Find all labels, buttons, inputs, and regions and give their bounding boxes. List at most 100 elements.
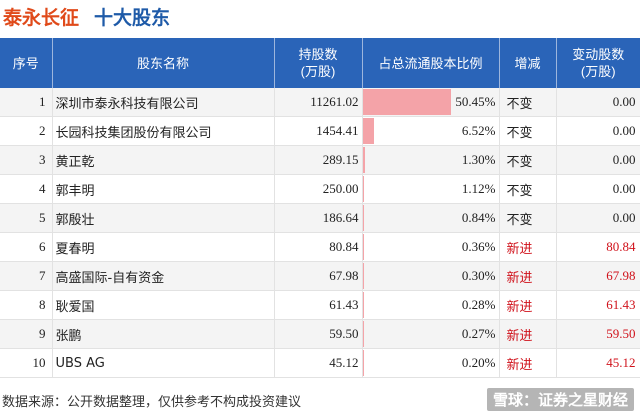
cell-shares: 250.00 xyxy=(274,175,362,204)
cell-delta: 80.84 xyxy=(556,233,640,262)
cell-shares: 186.64 xyxy=(274,204,362,233)
cell-shares: 61.43 xyxy=(274,291,362,320)
ratio-text: 0.28% xyxy=(462,297,496,312)
cell-delta: 67.98 xyxy=(556,262,640,291)
data-source-note: 数据来源：公开数据整理，仅供参考不构成投资建议 xyxy=(2,391,301,410)
cell-change: 不变 xyxy=(499,175,556,204)
cell-delta: 45.12 xyxy=(556,349,640,378)
cell-shares: 45.12 xyxy=(274,349,362,378)
cell-shares: 80.84 xyxy=(274,233,362,262)
cell-ratio: 0.27% xyxy=(362,320,499,349)
header-ratio: 占总流通股本比例 xyxy=(362,38,499,88)
cell-holder-name: 长园科技集团股份有限公司 xyxy=(52,117,274,146)
cell-shares: 67.98 xyxy=(274,262,362,291)
ratio-bar xyxy=(363,292,365,318)
cell-shares: 59.50 xyxy=(274,320,362,349)
cell-delta: 0.00 xyxy=(556,175,640,204)
table-header-row: 序号 股东名称 持股数 (万股) 占总流通股本比例 增减 变动股数 (万股) xyxy=(0,38,640,88)
cell-delta: 0.00 xyxy=(556,88,640,117)
cell-delta: 59.50 xyxy=(556,320,640,349)
header-delta-line1: 变动股数 xyxy=(557,46,640,63)
ratio-text: 0.30% xyxy=(462,268,496,283)
ratio-bar xyxy=(363,321,365,347)
ratio-bar xyxy=(363,234,365,260)
ratio-text: 0.27% xyxy=(462,326,496,341)
ratio-bar xyxy=(363,350,365,376)
cell-delta: 0.00 xyxy=(556,146,640,175)
cell-holder-name: 耿爱国 xyxy=(52,291,274,320)
ratio-text: 1.12% xyxy=(462,181,496,196)
cell-delta: 0.00 xyxy=(556,117,640,146)
ratio-bar xyxy=(363,205,365,231)
cell-change: 新进 xyxy=(499,349,556,378)
cell-rank: 10 xyxy=(0,349,52,378)
cell-change: 新进 xyxy=(499,320,556,349)
cell-ratio: 0.20% xyxy=(362,349,499,378)
cell-holder-name: 夏春明 xyxy=(52,233,274,262)
cell-delta: 0.00 xyxy=(556,204,640,233)
cell-ratio: 0.84% xyxy=(362,204,499,233)
cell-holder-name: UBS AG xyxy=(52,349,274,378)
cell-change: 不变 xyxy=(499,204,556,233)
cell-ratio: 0.30% xyxy=(362,262,499,291)
cell-shares: 289.15 xyxy=(274,146,362,175)
company-title: 泰永长征 xyxy=(3,3,79,30)
brand-watermark: 雪球：证券之星财经 xyxy=(487,388,634,411)
header-delta: 变动股数 (万股) xyxy=(556,38,640,88)
cell-holder-name: 郭丰明 xyxy=(52,175,274,204)
cell-rank: 6 xyxy=(0,233,52,262)
ratio-bar xyxy=(363,89,451,115)
cell-rank: 4 xyxy=(0,175,52,204)
cell-holder-name: 高盛国际-自有资金 xyxy=(52,262,274,291)
cell-ratio: 1.30% xyxy=(362,146,499,175)
cell-delta: 61.43 xyxy=(556,291,640,320)
cell-holder-name: 深圳市泰永科技有限公司 xyxy=(52,88,274,117)
ratio-bar xyxy=(363,147,365,173)
cell-rank: 8 xyxy=(0,291,52,320)
ratio-text: 6.52% xyxy=(462,123,496,138)
header-shares: 持股数 (万股) xyxy=(274,38,362,88)
cell-change: 新进 xyxy=(499,233,556,262)
title-bar: 泰永长征 十大股东 xyxy=(0,0,640,30)
page-subtitle: 十大股东 xyxy=(94,3,170,30)
cell-ratio: 50.45% xyxy=(362,88,499,117)
header-rank: 序号 xyxy=(0,38,52,88)
cell-rank: 7 xyxy=(0,262,52,291)
cell-change: 新进 xyxy=(499,291,556,320)
top-shareholders-table: 序号 股东名称 持股数 (万股) 占总流通股本比例 增减 变动股数 (万股) 1… xyxy=(0,38,640,378)
ratio-text: 1.30% xyxy=(462,152,496,167)
cell-change: 新进 xyxy=(499,262,556,291)
cell-ratio: 6.52% xyxy=(362,117,499,146)
cell-holder-name: 黄正乾 xyxy=(52,146,274,175)
cell-ratio: 0.36% xyxy=(362,233,499,262)
cell-holder-name: 郭殷壮 xyxy=(52,204,274,233)
cell-rank: 2 xyxy=(0,117,52,146)
cell-ratio: 1.12% xyxy=(362,175,499,204)
cell-holder-name: 张鹏 xyxy=(52,320,274,349)
ratio-text: 0.36% xyxy=(462,239,496,254)
header-delta-line2: (万股) xyxy=(557,63,640,80)
header-shares-line2: (万股) xyxy=(275,63,362,80)
cell-change: 不变 xyxy=(499,146,556,175)
cell-rank: 9 xyxy=(0,320,52,349)
cell-rank: 3 xyxy=(0,146,52,175)
ratio-text: 0.84% xyxy=(462,210,496,225)
cell-rank: 5 xyxy=(0,204,52,233)
ratio-bar xyxy=(363,118,374,144)
ratio-text: 0.20% xyxy=(462,355,496,370)
cell-ratio: 0.28% xyxy=(362,291,499,320)
header-change: 增减 xyxy=(499,38,556,88)
cell-change: 不变 xyxy=(499,117,556,146)
cell-change: 不变 xyxy=(499,88,556,117)
ratio-bar xyxy=(363,263,365,289)
